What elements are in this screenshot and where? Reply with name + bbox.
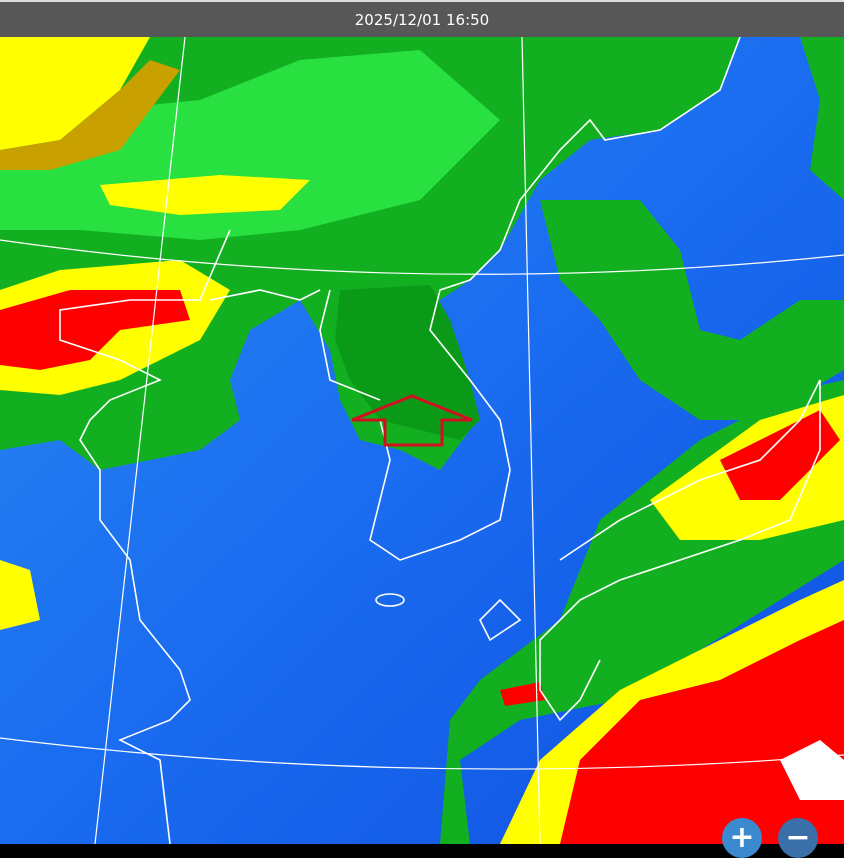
cloud-region-southeast-red: [560, 620, 844, 844]
satellite-map[interactable]: [0, 37, 844, 844]
zoom-out-button[interactable]: −: [778, 818, 818, 858]
cloud-region-southeast-white: [780, 740, 844, 800]
cloud-region-mid-nw: [0, 60, 180, 170]
zoom-in-button[interactable]: +: [722, 818, 762, 858]
timestamp: 2025/12/01 16:50: [354, 10, 490, 29]
cloud-band-yellow: [100, 175, 310, 215]
title-bar: 2025/12/01 16:50: [0, 0, 844, 37]
cloud-small-red: [500, 682, 545, 706]
cloud-region-red-w: [0, 290, 190, 370]
plus-icon: +: [729, 820, 755, 855]
coastlines: [59, 37, 821, 844]
cloud-band-east-red: [720, 410, 840, 500]
cloud-region-northeast: [800, 37, 844, 200]
cloud-region-yellow-nw: [0, 37, 150, 150]
cloud-region-sw: [0, 560, 40, 630]
minus-icon: −: [785, 820, 811, 855]
location-marker-arrow: [351, 394, 473, 447]
graticule: [0, 37, 844, 844]
cloud-region-east: [540, 200, 844, 420]
cloud-region-korea: [335, 285, 480, 440]
